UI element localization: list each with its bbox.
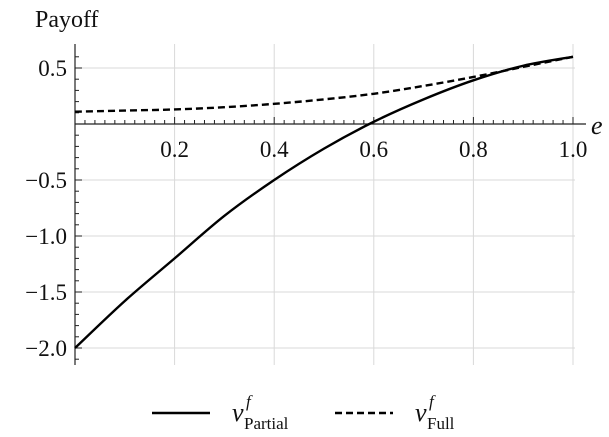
- y-tick-label: −1.0: [25, 224, 67, 249]
- series-line-full: [74, 55, 574, 113]
- series-line-partial: [74, 55, 574, 349]
- x-tick-label: 0.8: [459, 137, 488, 162]
- axes: [74, 44, 586, 365]
- legend-label-full: v: [415, 398, 427, 427]
- y-tick-label: 0.5: [38, 56, 67, 81]
- legend-subscript: Full: [427, 414, 455, 433]
- x-tick-label: 0.2: [160, 137, 189, 162]
- legend-label-partial: v: [232, 398, 244, 427]
- x-axis-label: e: [591, 111, 603, 140]
- y-axis-ticks: 0.5 −0.5 −1.0 −1.5 −2.0: [25, 56, 82, 361]
- series-lines: [74, 55, 574, 349]
- y-axis-label: Payoff: [35, 7, 99, 33]
- y-tick-label: −2.0: [25, 336, 67, 361]
- legend-subscript: Partial: [244, 414, 289, 433]
- x-tick-label: 0.4: [260, 137, 289, 162]
- grid: [75, 44, 575, 365]
- y-tick-label: −0.5: [25, 168, 67, 193]
- legend-superscript: f: [246, 392, 253, 411]
- x-tick-label: 0.6: [359, 137, 388, 162]
- legend-superscript: f: [429, 392, 436, 411]
- x-tick-label: 1.0: [559, 137, 588, 162]
- x-axis-ticks: 0.2 0.4 0.6 0.8 1.0: [84, 117, 588, 162]
- y-tick-label: −1.5: [25, 280, 67, 305]
